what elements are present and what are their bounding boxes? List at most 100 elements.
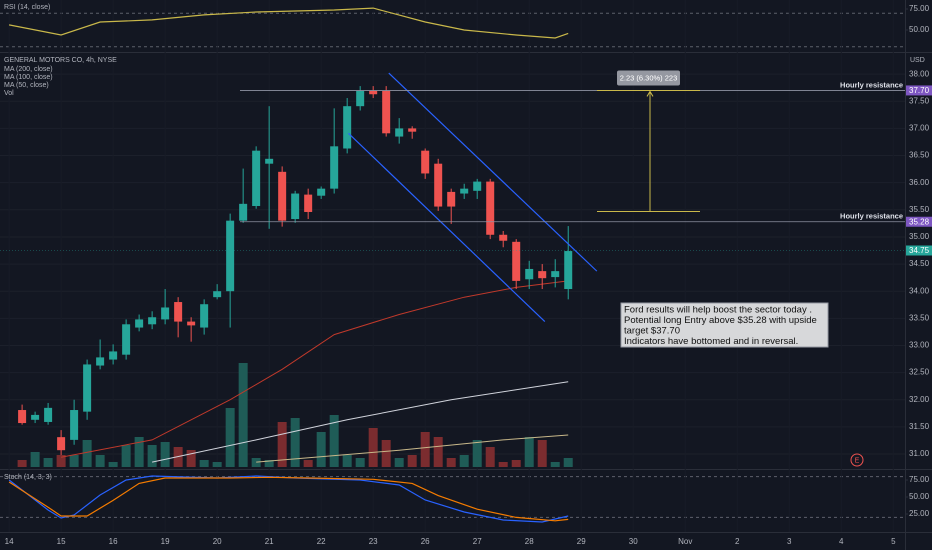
symbol-title: GENERAL MOTORS CO, 4h, NYSE: [4, 57, 117, 64]
volume-bar: [537, 440, 547, 467]
earnings-icon-letter: E: [855, 457, 860, 464]
volume-bar: [498, 462, 508, 467]
volume-bar: [134, 437, 144, 467]
series-line: [151, 381, 569, 463]
candle-body: [395, 128, 404, 137]
candle-body: [538, 271, 547, 279]
candle-body: [200, 304, 209, 328]
volume-bar: [95, 455, 105, 467]
y-tick-label: 31.00: [909, 449, 930, 458]
note-line: target $37.70: [624, 326, 680, 337]
stoch-title: Stoch (14, 3, 3): [4, 474, 52, 481]
volume-bar: [329, 415, 339, 467]
x-tick-label: 29: [577, 537, 586, 546]
volume-bar: [303, 460, 313, 467]
marks: [0, 7, 905, 523]
x-tick-label: 22: [317, 537, 326, 546]
y-tick-label: 25.00: [909, 509, 930, 518]
x-tick-label: 19: [161, 537, 170, 546]
candle-body: [330, 146, 339, 189]
volume-bar: [225, 408, 235, 467]
volume-bar: [433, 437, 443, 467]
candle-body: [434, 163, 443, 207]
volume-bar: [277, 422, 287, 467]
candle-body: [304, 194, 313, 212]
series-line: [8, 7, 569, 39]
candle-body: [486, 181, 495, 235]
series-line: [256, 434, 569, 463]
y-tick-label: 38.00: [909, 69, 930, 78]
candle-body: [265, 158, 274, 164]
volume-bar: [199, 460, 209, 467]
measure-arrowhead: [646, 90, 654, 97]
legend-entry: MA (200, close): [4, 66, 53, 73]
volume-bar: [446, 458, 456, 467]
candle-body: [291, 193, 300, 220]
candle-body: [96, 357, 105, 366]
x-tick-label: Nov: [678, 537, 692, 546]
y-tick-label: 37.50: [909, 96, 930, 105]
candle-body: [161, 307, 170, 320]
candle-body: [278, 171, 287, 221]
x-tick-label: 20: [213, 537, 222, 546]
candle-body: [109, 351, 118, 360]
volume-bar: [524, 437, 534, 467]
legend-entry: MA (50, close): [4, 82, 49, 89]
y-tick-label: 50.00: [909, 25, 930, 34]
volume-bar: [238, 363, 248, 467]
candle-body: [551, 271, 560, 278]
x-tick-label: 2: [735, 537, 740, 546]
volume-bar: [147, 445, 157, 467]
candle-body: [525, 268, 534, 280]
volume-bar: [264, 460, 274, 467]
volume-bar: [108, 462, 118, 467]
earnings-icon[interactable]: [850, 453, 864, 467]
candle-body: [174, 302, 183, 322]
volume-bar: [394, 458, 404, 467]
volume-bar: [186, 450, 196, 467]
candle-body: [239, 203, 248, 221]
legend-entry: Vol: [4, 90, 14, 97]
candle-body: [421, 150, 430, 174]
volume-bar: [316, 432, 326, 467]
volume-bar: [368, 428, 378, 467]
x-tick-label: 4: [839, 537, 844, 546]
candle-body: [57, 437, 66, 451]
level-label: 37.70: [909, 86, 930, 95]
volume-bar: [251, 458, 261, 467]
y-tick-label: 32.50: [909, 368, 930, 377]
volume-bar: [407, 455, 417, 467]
x-tick-label: 15: [57, 537, 66, 546]
trend-channel: [388, 72, 598, 272]
note-line: Ford results will help boost the sector …: [624, 305, 812, 316]
y-tick-label: 75.00: [909, 4, 930, 13]
candle-body: [252, 150, 261, 207]
x-tick-label: 23: [369, 537, 378, 546]
volume-bar: [43, 458, 53, 467]
level-label-bg: [906, 85, 932, 96]
candle-body: [447, 191, 456, 207]
x-tick-label: 30: [629, 537, 638, 546]
candle-body: [369, 90, 378, 95]
y-tick-label: 34.50: [909, 259, 930, 268]
currency: USD: [910, 57, 925, 64]
volume-bar: [212, 462, 222, 467]
x-tick-label: 5: [891, 537, 896, 546]
measure-label-bg: [617, 70, 680, 86]
level-label-bg: [906, 245, 932, 256]
candle-body: [213, 291, 222, 298]
candle-body: [135, 319, 144, 328]
measure-label: 2.23 (6.30%) 223: [620, 73, 678, 82]
level-label: 35.28: [909, 217, 930, 226]
candle-body: [70, 410, 79, 440]
volume-bar: [355, 458, 365, 467]
candle-body: [512, 241, 521, 281]
level-text: Hourly resistance: [840, 212, 903, 221]
volume-bar: [82, 440, 92, 467]
volume-bar: [69, 455, 79, 467]
x-tick-label: 26: [421, 537, 430, 546]
volume-bar: [420, 432, 430, 467]
candle-body: [83, 364, 92, 412]
